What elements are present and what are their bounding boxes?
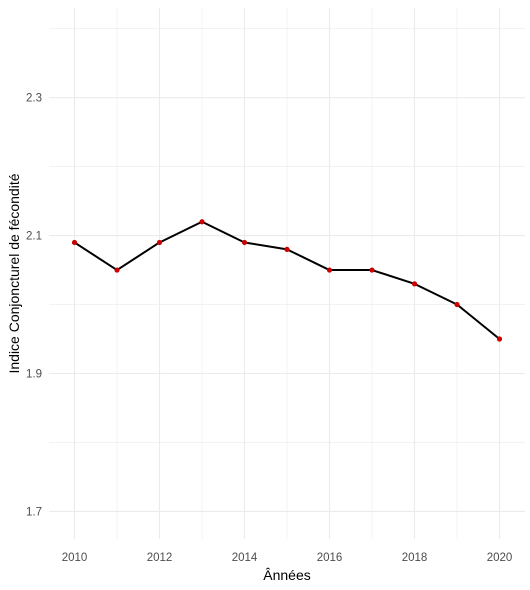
data-point <box>326 267 333 273</box>
data-point <box>71 239 78 246</box>
data-point <box>411 281 418 287</box>
data-point <box>241 239 248 246</box>
minor-gridlines <box>49 8 525 539</box>
x-tick-label: 2020 <box>487 552 513 564</box>
x-tick-label: 2014 <box>232 552 258 564</box>
y-tick-label: 1.7 <box>26 506 42 518</box>
major-gridlines <box>49 8 525 539</box>
x-axis-title: Ânnées <box>263 567 310 583</box>
x-tick-label: 2016 <box>317 552 343 564</box>
data-point <box>454 301 460 308</box>
x-tick-label: 2010 <box>62 552 88 564</box>
y-axis-title: Indice Conjoncturel de fécondité <box>6 173 22 373</box>
y-tick-label: 2.3 <box>26 93 42 105</box>
x-tick-label: 2012 <box>147 552 173 564</box>
y-axis-ticks: 1.7 1.9 2.1 2.3 <box>26 93 42 519</box>
data-point <box>156 239 163 246</box>
y-tick-label: 1.9 <box>26 368 42 380</box>
points-layer <box>71 219 503 342</box>
x-axis-ticks: 2010 2012 2014 2016 2018 2020 <box>62 552 513 564</box>
data-point <box>369 267 375 273</box>
y-tick-label: 2.1 <box>26 231 42 243</box>
data-point <box>199 219 205 225</box>
x-tick-label: 2018 <box>402 552 428 564</box>
data-point <box>114 267 120 273</box>
data-point <box>284 246 290 252</box>
data-point <box>496 336 503 342</box>
